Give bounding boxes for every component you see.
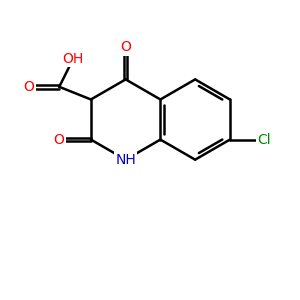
Text: O: O [120,40,131,54]
Text: Cl: Cl [257,133,271,147]
Text: O: O [24,80,34,94]
Text: O: O [53,133,64,147]
Text: NH: NH [115,153,136,167]
Text: OH: OH [63,52,84,66]
